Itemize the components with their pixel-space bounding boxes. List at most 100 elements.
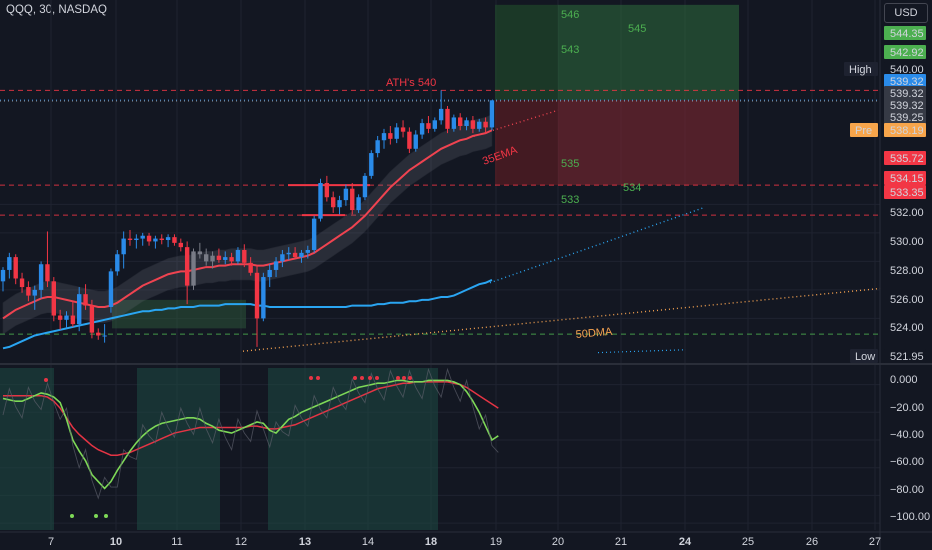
candle-body — [45, 264, 50, 282]
candle-body — [108, 271, 114, 307]
oscillator-main-line — [2, 379, 499, 490]
time-tick-label: 13 — [299, 536, 311, 548]
candle-body — [470, 120, 476, 129]
oscillator-tick-label: −60.00 — [890, 456, 924, 468]
time-tick-label: 10 — [110, 536, 122, 548]
candle-body — [375, 140, 380, 154]
price-tick-label: 530.00 — [890, 236, 924, 248]
candle-body — [356, 197, 361, 211]
price-tag-box — [844, 62, 878, 76]
chart-annotation: 534 — [623, 182, 641, 194]
time-tick-label: 20 — [552, 536, 564, 548]
currency-button[interactable]: USD — [884, 3, 928, 23]
price-label-box — [884, 151, 926, 165]
price-label-box — [884, 185, 926, 199]
ma-50-line — [2, 279, 493, 350]
stop-zone — [495, 100, 739, 186]
trade-box-shade — [495, 4, 558, 186]
trendline-ema-projection — [469, 109, 559, 139]
price-tag-box — [850, 349, 878, 363]
zones-layer — [0, 4, 739, 530]
candle-body — [407, 131, 412, 149]
candle-body — [115, 254, 120, 272]
trendline-ma-projection — [489, 206, 706, 284]
sell-signal-dot — [309, 376, 313, 380]
candle-body — [438, 108, 444, 121]
candle-body — [204, 254, 209, 262]
candle-body — [210, 255, 215, 262]
candle-body — [7, 257, 12, 270]
candle-body — [451, 117, 457, 129]
candle-body — [273, 261, 279, 270]
price-tick-label: 524.00 — [890, 322, 924, 334]
sell-signal-dot — [360, 376, 364, 380]
price-tick-label: 526.00 — [890, 294, 924, 306]
price-label: 544.35 — [890, 28, 924, 40]
candle-body — [38, 264, 44, 290]
oscillator-tick-label: −100.00 — [890, 511, 930, 523]
candle-body — [102, 335, 107, 337]
sell-signal-dot — [368, 376, 372, 380]
candle-body — [153, 238, 158, 242]
candle-body — [388, 133, 393, 139]
candle-body — [77, 294, 82, 325]
price-tick-label: 532.00 — [890, 207, 924, 219]
candle-body — [267, 269, 272, 278]
chart-annotation: 533 — [561, 194, 579, 206]
candle-body — [89, 305, 95, 333]
time-tick-label: 14 — [362, 536, 374, 548]
candle-body — [32, 289, 37, 296]
price-label: 539.25 — [890, 112, 924, 124]
price-label-box — [884, 86, 926, 100]
price-label: 542.92 — [890, 47, 924, 59]
candle-body — [413, 134, 418, 149]
symbol-title: QQQ, 30, NASDAQ — [6, 4, 107, 16]
price-label: 521.95 — [890, 351, 924, 363]
price-label-box — [884, 98, 926, 112]
chart-annotation: ATH's 540 — [386, 77, 436, 89]
candle-body — [134, 238, 139, 241]
price-tag-label: Low — [855, 351, 875, 363]
price-label-box — [884, 74, 926, 88]
chart-annotation: 535 — [561, 158, 579, 170]
chart-annotation: 546 — [561, 9, 579, 21]
price-label: 534.15 — [890, 173, 924, 185]
price-label: 539.32 — [890, 88, 924, 100]
sell-signal-dot — [396, 376, 400, 380]
time-tick-label: 27 — [869, 536, 881, 548]
candle-body — [191, 251, 196, 286]
candle-body — [121, 238, 126, 255]
candle-body — [83, 294, 88, 306]
candle-body — [19, 278, 25, 288]
oscillator-layer — [2, 367, 499, 518]
price-label-box — [884, 123, 926, 137]
candle-body — [26, 287, 31, 296]
candle-body — [280, 254, 285, 262]
candle-body — [242, 249, 247, 263]
buy-signal-dot — [70, 514, 74, 518]
candle-body — [223, 257, 228, 260]
candle-body — [337, 200, 342, 208]
candle-body — [235, 249, 241, 262]
candle-body — [140, 235, 145, 239]
price-label-box — [884, 349, 926, 363]
time-axis[interactable]: 7 10 11 12 13 14 18 19 20 21 24 25 26 27 — [48, 536, 881, 548]
time-tick-label: 26 — [806, 536, 818, 548]
buy-signal-dot — [94, 514, 98, 518]
time-tick-label: 25 — [742, 536, 754, 548]
price-label-box — [884, 26, 926, 40]
oscillator-raw-line — [2, 367, 499, 500]
candle-body — [458, 117, 463, 126]
candle-body — [96, 332, 101, 336]
candle-body — [159, 238, 164, 241]
candle-body — [216, 255, 222, 260]
price-tag-label: High — [849, 64, 872, 76]
candle-body — [299, 252, 304, 258]
oscillator-zone — [137, 368, 220, 530]
candle-body — [165, 237, 171, 241]
candle-body — [311, 218, 317, 250]
price-label: 535.72 — [890, 153, 924, 165]
candle-body — [261, 277, 266, 319]
